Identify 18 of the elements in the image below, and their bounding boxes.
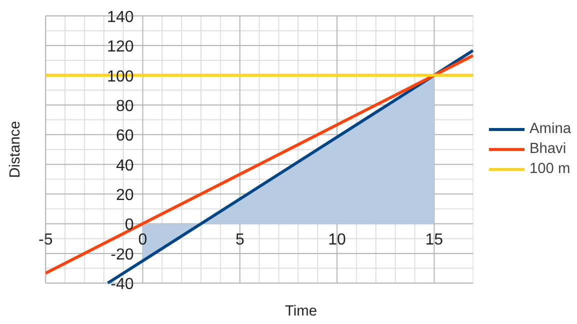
- x-tick-label: 0: [138, 232, 148, 249]
- legend-label: 100 m: [529, 161, 570, 177]
- y-tick-label: 40: [116, 157, 134, 174]
- y-tick-label: -20: [110, 246, 134, 264]
- x-tick-label: 5: [235, 232, 244, 249]
- y-tick-label: 80: [116, 98, 134, 115]
- y-tick-label: 60: [116, 128, 134, 145]
- y-tick-label: 140: [107, 8, 134, 26]
- x-tick-label: 15: [425, 232, 444, 249]
- y-tick-label: 120: [107, 38, 134, 56]
- y-axis-title: Distance: [8, 120, 24, 178]
- legend-label: Bhavi: [529, 141, 566, 157]
- y-tick-label: 20: [116, 187, 134, 204]
- legend-label: Amina: [529, 121, 571, 137]
- x-tick-label: -5: [38, 232, 53, 249]
- y-tick-label: -40: [110, 276, 134, 294]
- x-axis-title: Time: [284, 304, 318, 320]
- x-tick-label: 10: [328, 232, 346, 249]
